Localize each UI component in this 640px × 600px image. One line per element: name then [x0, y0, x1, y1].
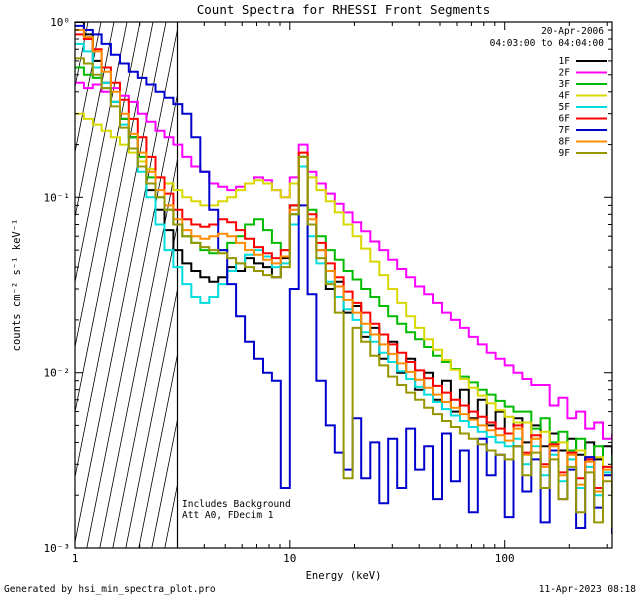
x-axis-title: Energy (keV) [305, 570, 382, 582]
plot-annotations: Includes Background Att A0, FDecim 1 [182, 499, 291, 521]
generated-by-text: Generated by hsi_min_spectra_plot.pro [4, 584, 216, 595]
legend-label-6F: 6F [559, 114, 571, 125]
page-title: Count Spectra for RHESSI Front Segments [196, 2, 491, 17]
legend-label-9F: 9F [559, 148, 571, 159]
y-tick-label: 10⁻¹ [44, 191, 71, 204]
observation-date: 20-Apr-2006 [541, 26, 604, 37]
y-tick-label: 10⁻² [44, 367, 71, 380]
legend-label-3F: 3F [559, 79, 571, 90]
x-tick-label: 1 [72, 552, 79, 565]
legend-label-1F: 1F [559, 56, 571, 67]
legend-label-8F: 8F [559, 137, 571, 148]
legend-label-2F: 2F [559, 68, 571, 79]
observation-time-range: 04:03:00 to 04:04:00 [489, 38, 604, 49]
plot-timestamp: 11-Apr-2023 08:18 [538, 584, 636, 595]
plot-frame [74, 21, 613, 549]
y-tick-label: 10⁻³ [44, 542, 71, 555]
legend-label-4F: 4F [559, 91, 571, 102]
tick-labels: 1 10 100 10⁰ 10⁻¹ 10⁻² 10⁻³ [44, 16, 515, 565]
observation-block: 20-Apr-2006 04:03:00 to 04:04:00 [490, 26, 604, 50]
hatch-region [75, 22, 178, 548]
axis-ticks [74, 21, 612, 549]
legend-label-5F: 5F [559, 102, 571, 113]
x-tick-label: 10 [283, 552, 296, 565]
series-2F [75, 81, 612, 440]
y-axis-title: counts cm⁻² s⁻¹ keV⁻¹ [11, 218, 23, 352]
annotation-background: Includes Background [182, 499, 291, 510]
x-tick-label: 100 [495, 552, 515, 565]
series-9F [75, 57, 612, 528]
legend-label-7F: 7F [559, 125, 571, 136]
annotation-attenuator: Att A0, FDecim 1 [182, 510, 274, 521]
y-tick-label: 10⁰ [50, 16, 70, 29]
spectra-curves [75, 22, 612, 535]
